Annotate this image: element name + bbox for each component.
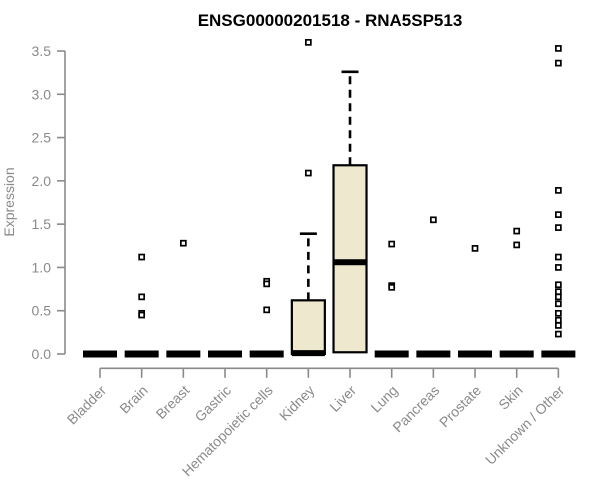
outlier-point <box>555 316 562 324</box>
box-group-prostate <box>458 245 493 358</box>
iqr-box <box>290 299 326 356</box>
zero-bar <box>541 350 576 358</box>
x-tick-label: Unknown / Other <box>482 382 568 468</box>
zero-bar <box>124 350 159 358</box>
box-group-skin <box>499 227 534 358</box>
y-tick-label: 0.5 <box>32 303 52 319</box>
y-tick-label: 1.0 <box>32 259 52 275</box>
box-group-pancreas <box>416 216 451 358</box>
outlier-point <box>138 311 146 319</box>
outlier-point <box>555 293 562 301</box>
outlier-point <box>555 253 562 261</box>
outlier-point <box>305 38 312 46</box>
box-group-liver <box>332 70 368 354</box>
outlier-point <box>555 187 562 194</box>
iqr-box <box>332 164 368 354</box>
zero-bar <box>458 350 493 358</box>
zero-bar <box>166 350 201 358</box>
y-axis: 0.0 0.5 1.0 1.5 2.0 2.5 3.0 3.5 Expression <box>1 43 66 362</box>
outlier-point <box>388 283 396 291</box>
box-group-kidney <box>290 38 326 357</box>
zero-bar <box>374 350 409 358</box>
x-tick-label: Prostate <box>436 382 484 430</box>
x-tick-label: Brain <box>116 382 150 416</box>
outlier-point <box>263 306 271 314</box>
x-tick-label: Liver <box>326 382 359 415</box>
zero-bar <box>83 350 117 358</box>
outlier-point <box>555 59 562 67</box>
outlier-point <box>430 216 437 224</box>
zero-bar <box>416 350 451 358</box>
outlier-point <box>513 227 521 235</box>
outlier-point <box>555 45 562 52</box>
outlier-point <box>555 211 562 218</box>
x-tick-label: Breast <box>153 382 193 422</box>
x-tick-label: Lung <box>367 382 400 415</box>
outlier-point <box>263 280 271 288</box>
y-tick-label: 0.0 <box>32 346 52 362</box>
outlier-point <box>555 300 562 308</box>
y-tick-label: 3.5 <box>32 43 52 59</box>
outlier-point <box>138 253 146 261</box>
y-tick-label: 2.5 <box>32 130 52 146</box>
x-tick-label: Skin <box>495 382 526 413</box>
y-tick-label: 3.0 <box>32 86 52 102</box>
box-group-lung <box>374 240 409 358</box>
outlier-point <box>555 264 562 271</box>
box-group-brain <box>124 253 159 358</box>
plot-area: 0.0 0.5 1.0 1.5 2.0 2.5 3.0 3.5 Expression Bladde… <box>1 38 576 479</box>
zero-bar <box>499 350 534 358</box>
y-tick-label: 1.5 <box>32 216 52 232</box>
outlier-point <box>555 288 562 296</box>
outlier-point <box>555 322 562 329</box>
outlier-point <box>138 293 146 301</box>
box-group-hematopoietic-cells <box>249 277 284 358</box>
box-group-gastric <box>208 350 243 358</box>
box-group-bladder <box>83 350 117 358</box>
x-tick-label: Kidney <box>276 382 318 424</box>
outlier-point <box>555 309 562 317</box>
outlier-point <box>555 281 562 289</box>
y-axis-title: Expression <box>1 167 17 236</box>
chart-title: ENSG00000201518 - RNA5SP513 <box>198 11 463 30</box>
y-tick-label: 2.0 <box>32 173 52 189</box>
box-group-unknown-other <box>541 45 576 358</box>
zero-bar <box>249 350 284 358</box>
outlier-point <box>555 224 562 231</box>
outlier-point <box>388 240 396 248</box>
outlier-point <box>555 330 562 338</box>
outlier-point <box>179 239 187 247</box>
zero-bar <box>208 350 243 358</box>
outlier-point <box>471 245 479 252</box>
median-line <box>333 259 367 266</box>
box-group-breast <box>166 239 201 358</box>
median-line <box>291 350 325 357</box>
outlier-point <box>305 169 312 177</box>
x-tick-label: Bladder <box>64 382 110 428</box>
outlier-point <box>513 241 521 249</box>
